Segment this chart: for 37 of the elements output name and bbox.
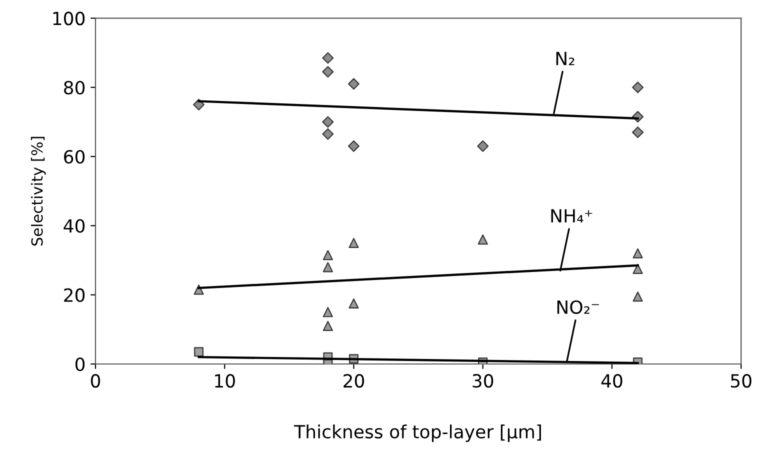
point — [322, 52, 334, 64]
point — [632, 292, 643, 302]
point — [322, 128, 334, 140]
point — [348, 298, 359, 309]
point — [322, 262, 333, 272]
x-tick-label: 40 — [601, 374, 622, 388]
y-tick-label: 80 — [64, 80, 85, 94]
point — [632, 82, 644, 94]
point — [322, 307, 333, 318]
point — [322, 66, 334, 78]
annotation: NH₄⁺ — [551, 209, 592, 222]
point — [348, 78, 360, 90]
point — [348, 238, 359, 248]
annotation: NO₂⁻ — [557, 300, 599, 314]
y-tick-label: 0 — [75, 357, 85, 372]
point — [632, 248, 643, 258]
x-tick-label: 30 — [472, 374, 494, 388]
y-tick-label: 20 — [64, 288, 85, 302]
point — [348, 140, 360, 152]
point — [632, 264, 643, 274]
point — [322, 116, 334, 128]
x-tick-label: 50 — [730, 374, 752, 388]
point — [477, 140, 489, 152]
x-axis-title: Thickness of top-layer [µm] — [294, 424, 541, 442]
y-tick-label: 100 — [53, 12, 85, 26]
y-axis-title: Selectivity [%] — [30, 136, 46, 246]
point — [322, 250, 333, 260]
x-tick-label: 10 — [215, 374, 235, 388]
point — [632, 126, 644, 138]
y-tick-label: 40 — [64, 219, 85, 233]
annotation: N₂ — [556, 52, 574, 66]
x-tick-label: 20 — [344, 374, 364, 388]
x-tick-label: 0 — [90, 374, 100, 388]
point — [194, 347, 204, 357]
point — [322, 320, 333, 332]
y-tick-label: 60 — [64, 150, 85, 164]
point — [478, 234, 488, 245]
